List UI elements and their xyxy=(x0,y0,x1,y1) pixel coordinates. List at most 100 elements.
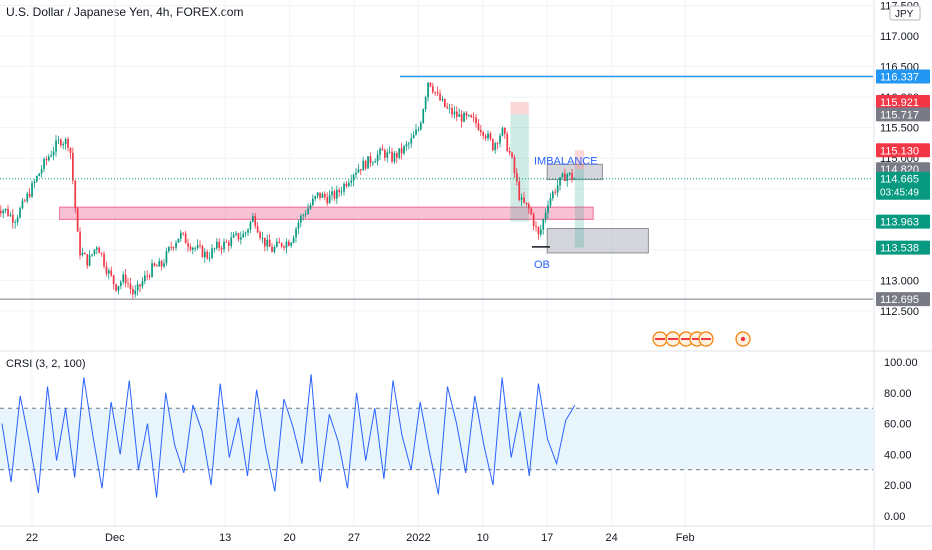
candle-body xyxy=(278,241,281,244)
time-axis[interactable]: 22 Dec 13 20 27 2022 10 17 24 Feb xyxy=(0,525,932,544)
candle-body xyxy=(568,172,571,175)
currency-badge xyxy=(889,5,921,21)
candle-body xyxy=(88,255,91,266)
candle-body xyxy=(156,265,158,267)
event-markers[interactable] xyxy=(652,331,751,347)
candle-body xyxy=(14,222,17,223)
candle-body xyxy=(115,284,117,291)
candle-body xyxy=(441,98,444,101)
candle-body xyxy=(218,241,221,248)
candle-body xyxy=(436,92,439,94)
candle-body xyxy=(429,82,432,87)
candle-body xyxy=(232,234,235,238)
candle-body xyxy=(384,150,386,158)
candle-body xyxy=(69,147,72,153)
candle-body xyxy=(516,172,518,182)
candle-body xyxy=(254,216,257,227)
candle-body xyxy=(112,275,115,285)
candle-body xyxy=(372,162,374,164)
candle-body xyxy=(556,185,559,193)
price-label-text: 113.963 xyxy=(880,217,919,229)
candle-body xyxy=(170,247,173,248)
candle-body xyxy=(177,238,180,243)
price-axis[interactable]: 112.500113.000113.500114.000114.500115.0… xyxy=(876,0,930,318)
candle-body xyxy=(122,274,125,283)
candle-body xyxy=(50,155,53,157)
time-tick-label: 27 xyxy=(348,532,360,544)
candle-body xyxy=(336,189,338,199)
price-label-tag xyxy=(876,240,930,255)
candle-body xyxy=(525,202,528,205)
candle-body xyxy=(518,181,521,200)
candle-body xyxy=(456,111,458,117)
price-label-tag xyxy=(876,143,930,158)
candle-body xyxy=(547,205,549,213)
candle-body xyxy=(396,153,398,158)
candle-body xyxy=(165,251,168,264)
candle-body xyxy=(285,241,288,248)
price-label-text: 112.695 xyxy=(880,294,919,306)
candle-body xyxy=(211,248,213,258)
crsi-band xyxy=(0,408,873,470)
candle-body xyxy=(472,117,475,118)
price-label-tag xyxy=(876,171,930,200)
candle-body xyxy=(304,214,307,215)
candle-body xyxy=(326,197,329,204)
time-tick-label: 20 xyxy=(283,532,295,544)
price-label-tag xyxy=(876,214,930,229)
candle-body xyxy=(295,228,297,238)
candle-body xyxy=(362,160,365,171)
candle-body xyxy=(180,232,182,239)
price-label-text: 113.538 xyxy=(880,243,919,255)
crsi-tick-label: 100.00 xyxy=(884,357,918,369)
horizontal-levels[interactable] xyxy=(0,75,873,300)
candle-body xyxy=(4,208,7,211)
price-label-text: 116.337 xyxy=(880,72,919,84)
candle-body xyxy=(561,173,564,178)
candle-body xyxy=(86,254,89,266)
crsi-tick-label: 40.00 xyxy=(884,449,912,461)
candle-body xyxy=(367,156,369,169)
candle-body xyxy=(151,263,153,277)
candle-body xyxy=(117,285,120,291)
candle-body xyxy=(213,248,216,250)
annotation-label: IMBALANCE xyxy=(534,155,598,167)
candle-body xyxy=(424,97,427,110)
time-tick-label: 17 xyxy=(541,532,553,544)
candle-body xyxy=(144,275,146,282)
candle-body xyxy=(499,135,501,144)
price-label-text: 115.717 xyxy=(880,109,919,121)
candle-body xyxy=(288,241,290,246)
candle-body xyxy=(408,143,410,145)
price-tick-label: 117.000 xyxy=(880,31,919,43)
candle-body xyxy=(132,289,134,295)
candle-body xyxy=(451,108,453,115)
candle-body xyxy=(21,200,24,209)
candle-body xyxy=(427,82,429,98)
candle-body xyxy=(220,247,223,250)
candle-body xyxy=(477,123,480,130)
indicator-axis[interactable]: 0.00 20.00 40.00 60.00 80.00 100.00 xyxy=(884,357,918,523)
second-position-stop-area xyxy=(574,150,584,170)
candle-body xyxy=(76,208,79,232)
candle-body xyxy=(103,254,105,267)
candle-body xyxy=(571,172,573,180)
price-tick-label: 112.500 xyxy=(880,306,919,318)
candle-body xyxy=(314,196,317,199)
candle-body xyxy=(256,226,259,233)
candle-body xyxy=(194,247,197,249)
candle-body xyxy=(74,180,77,209)
candle-body xyxy=(453,111,456,115)
candle-body xyxy=(316,192,319,197)
annotation-label: OB xyxy=(534,259,550,271)
candle-body xyxy=(79,231,81,256)
candle-body xyxy=(208,257,211,259)
candle-body xyxy=(276,241,278,247)
time-tick-label: 22 xyxy=(26,532,38,544)
candle-body xyxy=(268,239,271,247)
candle-body xyxy=(33,181,36,184)
candle-body xyxy=(48,156,50,161)
candle-body xyxy=(38,173,41,177)
